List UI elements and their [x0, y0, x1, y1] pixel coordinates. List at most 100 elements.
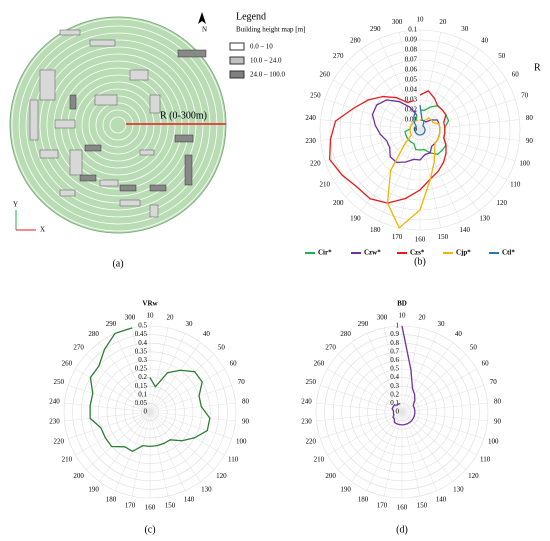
r-tick-label: 0.4: [390, 373, 399, 381]
panel-label: (a): [112, 258, 123, 269]
series-line: [413, 104, 426, 136]
r-tick-label: 0: [144, 408, 148, 416]
angle-label: 40: [481, 37, 489, 45]
angle-label: 20: [418, 314, 426, 322]
angle-label: 220: [305, 437, 316, 445]
map-ring: [53, 60, 183, 190]
r-tick-label: 0.25: [135, 365, 148, 373]
r-tick-label: 0.6: [390, 356, 399, 364]
angle-label: 260: [62, 360, 73, 368]
legend-title: Legend: [236, 11, 266, 22]
angle-label: 120: [468, 472, 479, 480]
angle-label: 230: [301, 418, 312, 426]
angle-label: 90: [242, 418, 250, 426]
r-tick-label: 0.01: [405, 116, 418, 124]
angle-label: 160: [415, 236, 426, 244]
angle-label: 50: [218, 343, 226, 351]
angle-label: 290: [358, 320, 369, 328]
angle-label: 10: [147, 312, 155, 320]
angle-label: 60: [230, 360, 238, 368]
legend-label: Cir*: [318, 249, 332, 257]
angle-label: 210: [314, 456, 325, 464]
map-ring: [46, 53, 190, 197]
grid-ring: [80, 342, 220, 482]
r-tick-label: 0.08: [405, 46, 418, 54]
legend-subtitle: Building height map [m]: [236, 26, 305, 34]
angle-label: 240: [305, 114, 316, 122]
r-tick-label: 0.3: [138, 356, 147, 364]
grid-ring: [329, 39, 511, 221]
map-rings: [11, 18, 225, 232]
r-tick-label: 0.05: [405, 76, 418, 84]
chart-title: VRw: [142, 300, 158, 308]
angle-label: 60: [512, 71, 520, 79]
angle-label: 120: [496, 199, 507, 207]
angle-label: 280: [88, 330, 99, 338]
axis-x-label: X: [40, 226, 45, 234]
series-line: [391, 325, 416, 426]
angle-label: 230: [49, 418, 60, 426]
angle-label: 210: [319, 181, 330, 189]
panel-label: (d): [396, 524, 408, 535]
r-tick-label: 0.03: [405, 96, 418, 104]
map-ring: [18, 25, 218, 225]
angle-label: 230: [305, 137, 316, 145]
angle-label: 300: [377, 314, 388, 322]
legend-label: Ctl*: [502, 249, 515, 257]
angle-label: 130: [201, 485, 212, 493]
angle-label: 70: [521, 92, 529, 100]
angle-label: 100: [236, 437, 247, 445]
grid-ring: [106, 368, 194, 456]
angle-label: 110: [228, 456, 239, 464]
grid-ring: [319, 29, 521, 231]
angle-label: 280: [350, 37, 361, 45]
angle-label: 80: [242, 398, 250, 406]
angle-label: 20: [439, 18, 447, 26]
tall-buildings: [69, 49, 207, 192]
grid-ring: [123, 385, 177, 439]
angle-label: 150: [417, 502, 428, 510]
angle-label: 180: [106, 495, 117, 503]
angle-label: 150: [165, 502, 176, 510]
legend-label: Czw*: [364, 249, 381, 257]
angle-label: 250: [53, 378, 64, 386]
r-tick-label: 0.1: [138, 390, 147, 398]
angle-label: 160: [397, 504, 408, 512]
r-tick-label: 0.07: [405, 56, 418, 64]
angle-label: 40: [455, 330, 463, 338]
grid-ring: [72, 334, 228, 490]
angle-label: 270: [325, 343, 336, 351]
angle-label: 110: [480, 456, 491, 464]
angle-label: 130: [479, 215, 490, 223]
legend-item: 0.0 – 10: [250, 43, 273, 51]
north-arrow: [198, 12, 206, 24]
grid-ring: [341, 351, 463, 473]
angle-label: 120: [216, 472, 227, 480]
angle-label: 220: [310, 160, 321, 168]
r-tick-label: 0.1: [390, 399, 399, 407]
angle-label: 190: [88, 485, 99, 493]
angle-label: 190: [350, 215, 361, 223]
r-tick-label: 0.5: [138, 322, 147, 330]
angle-label: 220: [53, 437, 64, 445]
angle-label: 80: [526, 114, 534, 122]
north-label: N: [202, 26, 207, 34]
grid-ring: [350, 360, 454, 464]
angle-label: 260: [314, 360, 325, 368]
angle-label: 180: [370, 226, 381, 234]
legend-swatch: [229, 42, 245, 51]
angle-label: 170: [125, 502, 136, 510]
angle-label: 140: [436, 495, 447, 503]
angle-label: 200: [73, 472, 84, 480]
legend-item: 10.0 – 24.0: [250, 57, 282, 65]
map: R (0-300m) N Legend Building height map …: [9, 11, 305, 269]
axis-label: R: [534, 62, 541, 73]
angle-label: 270: [333, 52, 344, 60]
legend-swatch: [229, 70, 245, 79]
angle-label: 40: [203, 330, 211, 338]
grid-ring: [367, 377, 437, 447]
angle-label: 280: [340, 330, 351, 338]
map-ring: [88, 95, 148, 155]
r-tick-label: 0.9: [390, 330, 399, 338]
